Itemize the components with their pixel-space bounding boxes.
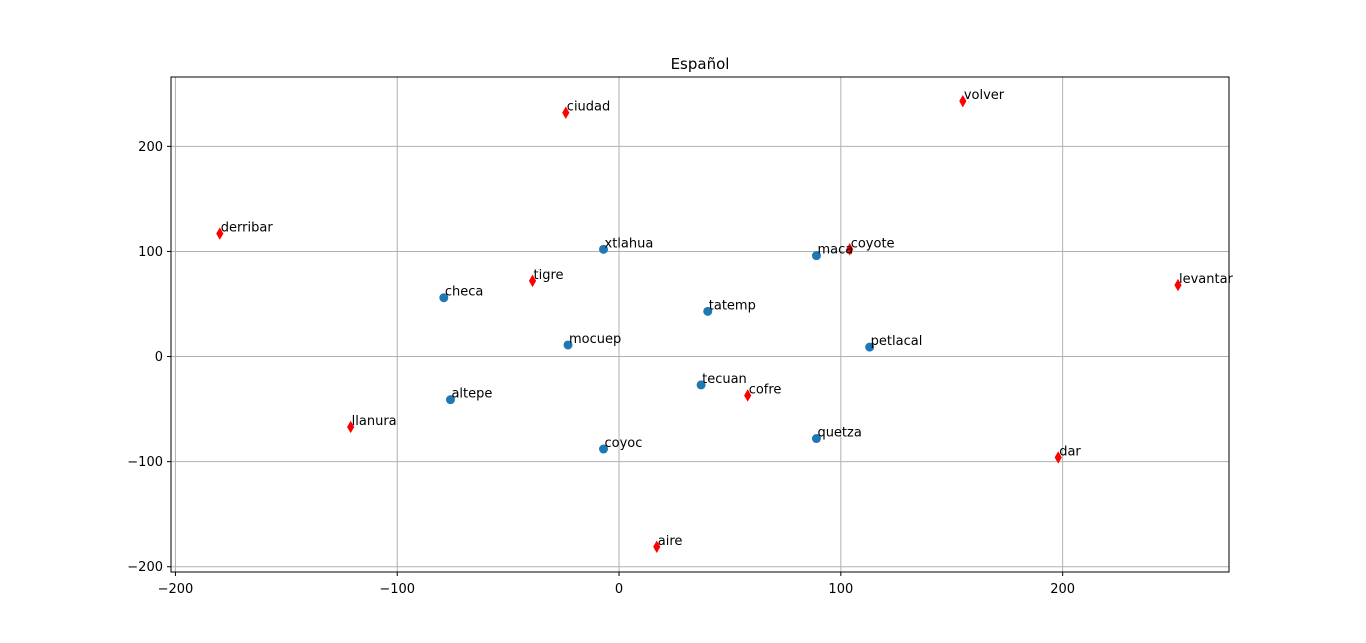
data-point-circle bbox=[563, 340, 573, 350]
data-point-circle bbox=[445, 395, 455, 405]
y-tick-label: 100 bbox=[138, 245, 163, 260]
x-tick-label: −100 bbox=[379, 582, 415, 597]
y-tick-label: −200 bbox=[127, 560, 163, 575]
data-point-circle bbox=[599, 244, 609, 254]
point-labels: xtlahua maca checa tatemp mocuep petlacal tecu… bbox=[221, 88, 1234, 549]
data-point-circle bbox=[439, 293, 449, 303]
data-point-diamond bbox=[744, 389, 752, 402]
data-point-diamond bbox=[528, 274, 537, 288]
x-tick-label: 200 bbox=[1050, 582, 1075, 597]
data-point-diamond bbox=[1174, 278, 1182, 292]
data-point-circle bbox=[703, 306, 713, 316]
y-tick-label: 200 bbox=[138, 140, 163, 155]
data-point-circle bbox=[865, 342, 875, 352]
point-label: tatemp bbox=[709, 298, 756, 313]
data-point-diamond bbox=[562, 106, 570, 119]
data-points bbox=[216, 94, 1182, 553]
chart-title: Español bbox=[671, 55, 730, 73]
point-label: xtlahua bbox=[605, 236, 654, 251]
data-point-diamond bbox=[216, 227, 224, 240]
plot-frame bbox=[170, 76, 1230, 573]
point-label: ciudad bbox=[567, 100, 610, 115]
point-label: llanura bbox=[352, 414, 397, 429]
data-point-diamond bbox=[347, 420, 355, 434]
point-label: volver bbox=[964, 88, 1005, 103]
data-point-diamond bbox=[653, 540, 661, 553]
data-point-circle bbox=[811, 434, 821, 444]
x-tick-label: 0 bbox=[615, 582, 623, 597]
data-point-circle bbox=[696, 380, 706, 390]
x-tick-label: 100 bbox=[828, 582, 853, 597]
point-label: tigre bbox=[534, 268, 564, 283]
point-label: checa bbox=[445, 285, 484, 300]
point-label: coyote bbox=[851, 236, 895, 251]
point-label: coyoc bbox=[605, 436, 643, 451]
y-tick-label: −100 bbox=[127, 455, 163, 470]
data-point-diamond bbox=[846, 243, 854, 256]
point-label: levantar bbox=[1179, 272, 1234, 287]
point-label: petlacal bbox=[871, 334, 923, 349]
point-label: tecuan bbox=[702, 372, 747, 387]
point-label: derribar bbox=[221, 221, 274, 236]
data-point-diamond bbox=[959, 94, 967, 108]
point-label: altepe bbox=[451, 387, 492, 402]
point-label: maca bbox=[817, 243, 853, 258]
grid-lines bbox=[171, 77, 1229, 572]
point-label: dar bbox=[1059, 444, 1081, 459]
data-point-diamond bbox=[1054, 451, 1062, 464]
point-label: quetza bbox=[817, 426, 861, 441]
data-point-circle bbox=[811, 251, 821, 261]
point-label: aire bbox=[658, 534, 683, 549]
y-axis-ticks: −200 −100 0 100 200 bbox=[127, 140, 171, 575]
point-label: cofre bbox=[749, 382, 782, 397]
x-tick-label: −200 bbox=[158, 582, 194, 597]
y-tick-label: 0 bbox=[155, 350, 163, 365]
point-label: mocuep bbox=[569, 332, 621, 347]
data-point-circle bbox=[599, 444, 609, 454]
x-axis-ticks: −200 −100 0 100 200 bbox=[158, 572, 1075, 597]
